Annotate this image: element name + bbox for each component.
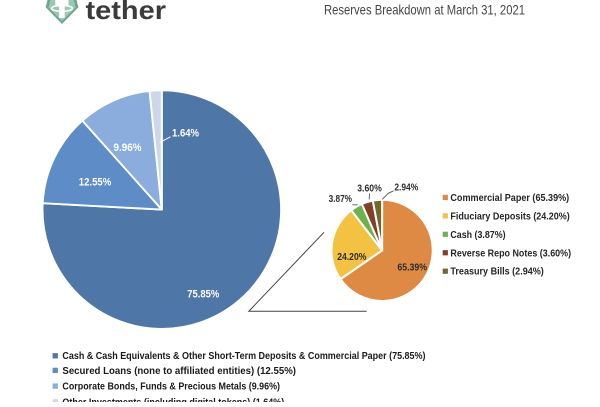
svg-text:Cash & Cash Equivalents & Othe: Cash & Cash Equivalents & Other Short-Te… <box>62 351 425 362</box>
svg-text:3.87%: 3.87% <box>329 194 352 205</box>
svg-text:2.94%: 2.94% <box>394 182 418 193</box>
svg-text:3.60%: 3.60% <box>357 183 382 194</box>
svg-text:Cash (3.87%): Cash (3.87%) <box>450 230 505 241</box>
svg-text:Treasury Bills (2.94%): Treasury Bills (2.94%) <box>450 267 543 278</box>
svg-text:Other Investments (including d: Other Investments (including digital tok… <box>62 397 284 402</box>
svg-text:65.39%: 65.39% <box>397 263 427 274</box>
svg-text:24.20%: 24.20% <box>337 252 366 263</box>
svg-text:9.96%: 9.96% <box>114 142 142 154</box>
svg-text:Commercial Paper (65.39%): Commercial Paper (65.39%) <box>450 193 569 204</box>
svg-text:Corporate Bonds, Funds & Preci: Corporate Bonds, Funds & Precious Metals… <box>62 382 280 393</box>
svg-text:12.55%: 12.55% <box>79 176 112 188</box>
svg-text:Reverse Repo Notes (3.60%): Reverse Repo Notes (3.60%) <box>450 248 571 259</box>
svg-text:Reserves Breakdown at March 31: Reserves Breakdown at March 31, 2021 <box>324 2 525 17</box>
svg-text:tether: tether <box>86 0 167 25</box>
svg-text:Secured Loans (none to affilia: Secured Loans (none to affiliated entiti… <box>62 366 296 377</box>
svg-text:1.64%: 1.64% <box>172 128 199 140</box>
svg-text:75.85%: 75.85% <box>187 288 219 300</box>
svg-text:Fiduciary Deposits (24.20%): Fiduciary Deposits (24.20%) <box>450 211 569 222</box>
